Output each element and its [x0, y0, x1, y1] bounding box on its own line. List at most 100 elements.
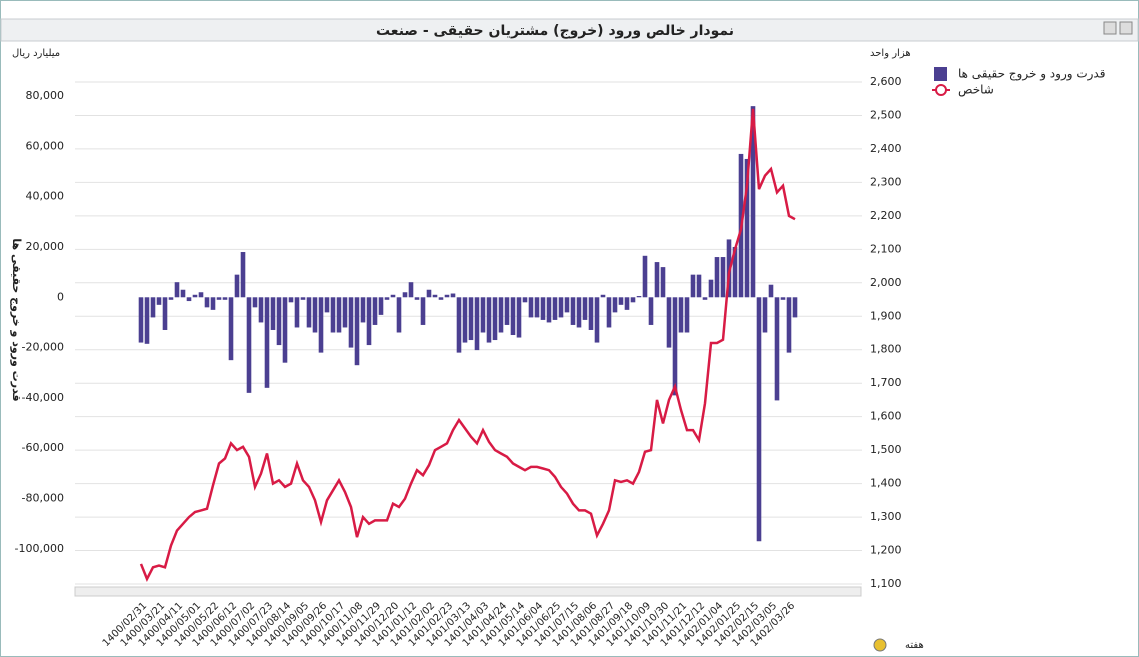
- bar: [594, 297, 600, 343]
- bar: [678, 297, 684, 333]
- bar: [342, 297, 348, 328]
- legend-label: قدرت ورود و خروج حقیقی ها: [958, 67, 1105, 82]
- bar: [414, 297, 420, 300]
- print-button[interactable]: [1103, 21, 1117, 35]
- bar: [588, 297, 594, 330]
- bar: [378, 297, 384, 315]
- y-tick-label: -100,000: [15, 542, 64, 555]
- bar: [426, 289, 432, 298]
- bar: [240, 252, 246, 298]
- y2-tick-label: 1,900: [870, 309, 902, 322]
- y2-tick-label: 2,400: [870, 142, 902, 155]
- bar: [354, 297, 360, 366]
- bar: [774, 297, 780, 401]
- bar: [360, 297, 366, 323]
- bar: [156, 297, 162, 305]
- bar: [198, 292, 204, 298]
- y2-tick-label: 1,800: [870, 343, 902, 356]
- bar: [642, 255, 648, 298]
- bar: [756, 297, 762, 542]
- bar: [306, 297, 312, 328]
- bar: [522, 297, 528, 303]
- bar: [462, 297, 468, 343]
- bar: [318, 297, 324, 353]
- bar: [270, 297, 276, 330]
- bar: [396, 297, 402, 333]
- bar: [192, 294, 198, 298]
- bar: [468, 297, 474, 341]
- bar: [276, 297, 282, 346]
- bar: [186, 297, 192, 302]
- bar: [324, 297, 330, 313]
- y-tick-label: -60,000: [22, 441, 64, 454]
- y2-tick-label: 1,600: [870, 410, 902, 423]
- bar: [300, 297, 306, 300]
- bar: [330, 297, 336, 333]
- bar: [138, 297, 144, 343]
- bar: [180, 289, 186, 298]
- bar: [564, 297, 570, 313]
- bar: [288, 297, 294, 303]
- bar: [744, 158, 750, 298]
- bar: [648, 297, 654, 325]
- y2-unit: هزار واحد: [870, 48, 911, 59]
- bar: [600, 294, 606, 298]
- bar: [684, 297, 690, 333]
- y-tick-label: 0: [57, 290, 64, 303]
- bar: [570, 297, 576, 325]
- export-button[interactable]: [1119, 21, 1133, 35]
- bar: [456, 297, 462, 353]
- y-unit: میلیارد ریال: [12, 48, 60, 59]
- bar: [732, 246, 738, 298]
- bar: [768, 284, 774, 298]
- y2-tick-label: 2,600: [870, 75, 902, 88]
- legend-swatch: [934, 67, 947, 81]
- bar: [612, 297, 618, 313]
- chart-title: نمودار خالص ورود (خروج) مشتریان حقیقی - …: [376, 23, 734, 39]
- bar: [480, 297, 486, 333]
- bar: [366, 297, 372, 346]
- bar: [282, 297, 288, 363]
- bar: [660, 267, 666, 298]
- y-tick-label: -40,000: [22, 391, 64, 404]
- y2-tick-label: 1,100: [870, 577, 902, 590]
- bar: [372, 297, 378, 325]
- y2-tick-label: 1,500: [870, 443, 902, 456]
- bar: [654, 262, 660, 298]
- y-tick-label: 40,000: [26, 190, 65, 203]
- y-tick-label: 80,000: [26, 89, 65, 102]
- bar: [246, 297, 252, 393]
- bar: [516, 297, 522, 338]
- bar: [444, 294, 450, 298]
- bar: [540, 297, 546, 320]
- icon[interactable]: [873, 638, 887, 652]
- y-axis-title: قدرت ورود و خروج حقیقی ها: [9, 238, 23, 401]
- bar: [672, 297, 678, 396]
- legend-label: شاخص: [958, 83, 994, 98]
- y2-tick-label: 1,200: [870, 544, 902, 557]
- bar: [528, 297, 534, 318]
- bar: [582, 297, 588, 320]
- bar: [492, 297, 498, 341]
- bar: [420, 297, 426, 325]
- bar: [150, 297, 156, 318]
- y2-tick-label: 2,000: [870, 276, 902, 289]
- bar: [336, 297, 342, 333]
- x-axis-title: هفته: [905, 640, 924, 651]
- bar: [264, 297, 270, 388]
- bar: [222, 297, 228, 300]
- bar: [498, 297, 504, 333]
- bar: [786, 297, 792, 353]
- bar: [312, 297, 318, 333]
- bar: [234, 274, 240, 298]
- y2-tick-label: 2,200: [870, 209, 902, 222]
- bar: [474, 297, 480, 351]
- bar: [228, 297, 234, 361]
- scrollbar[interactable]: [74, 586, 862, 597]
- bar: [636, 296, 642, 298]
- y-tick-label: -20,000: [22, 341, 64, 354]
- bar: [534, 297, 540, 318]
- bar: [258, 297, 264, 323]
- bar: [162, 297, 168, 330]
